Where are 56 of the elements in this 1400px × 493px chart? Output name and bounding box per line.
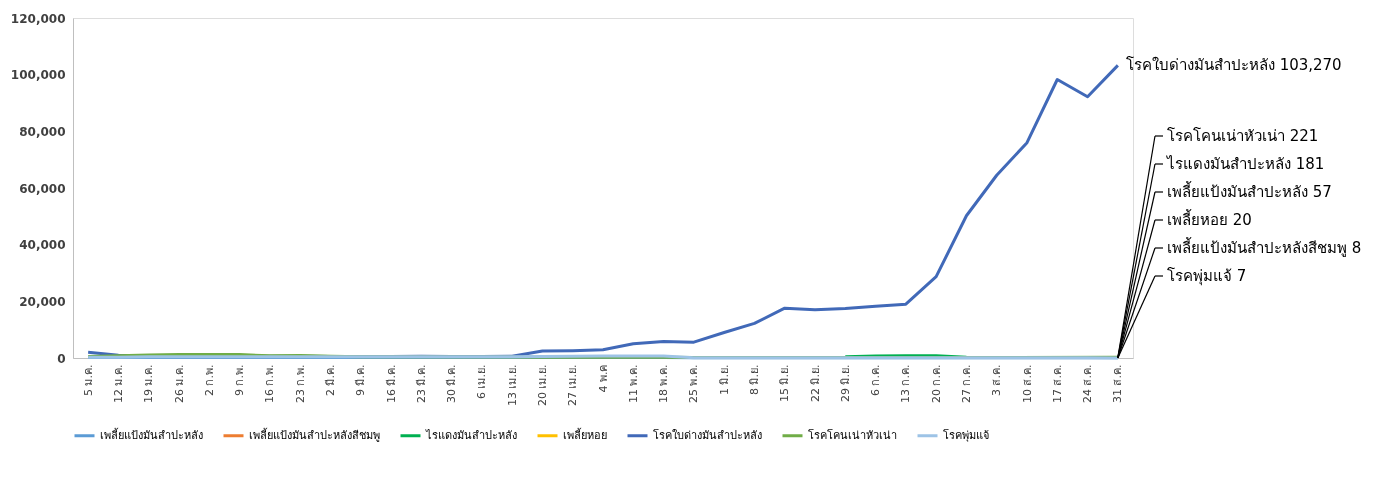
x-tick-label: 5 ม.ค.: [81, 364, 95, 396]
x-tick-label: 12 ม.ค.: [111, 364, 125, 403]
y-tick-label: 120,000: [10, 11, 66, 26]
x-tick-label: 10 ส.ค.: [1020, 364, 1034, 403]
legend-label: เพลี้ยแป้งมันสำปะหลัง: [100, 426, 203, 442]
x-tick-label: 16 ก.พ.: [263, 364, 277, 403]
x-tick-label: 30 มี.ค.: [445, 364, 459, 403]
x-tick-label: 31 ส.ค.: [1111, 364, 1125, 403]
x-tick-label: 18 พ.ค.: [657, 364, 671, 403]
x-tick-label: 11 พ.ค.: [626, 364, 640, 403]
x-tick-label: 2 มี.ค.: [323, 364, 337, 396]
x-tick-label: 25 พ.ค.: [687, 364, 701, 403]
x-tick-label: 6 เม.ย.: [475, 364, 489, 399]
x-tick-label: 16 มี.ค.: [384, 364, 398, 403]
x-tick-label: 27 เม.ย.: [566, 364, 580, 406]
x-tick-label: 22 มิ.ย.: [808, 364, 822, 402]
x-tick-label: 23 ก.พ.: [293, 364, 307, 403]
y-tick-label: 60,000: [19, 181, 66, 196]
x-tick-label: 6 ก.ค.: [869, 364, 883, 396]
x-tick-label: 3 ส.ค.: [990, 364, 1004, 396]
x-tick-label: 15 มิ.ย.: [778, 364, 792, 402]
legend-label: ไรแดงมันสำปะหลัง: [425, 428, 517, 442]
y-tick-label: 100,000: [10, 68, 66, 83]
x-tick-label: 20 ก.ค.: [929, 364, 943, 403]
x-tick-label: 9 มี.ค.: [354, 364, 368, 396]
x-tick-label: 2 ก.พ.: [202, 364, 216, 396]
legend-label: โรคโคนเน่าหัวเน่า: [808, 427, 897, 442]
x-tick-label: 23 มี.ค.: [414, 364, 428, 403]
x-tick-label: 1 มิ.ย.: [717, 364, 731, 395]
x-tick-label: 20 เม.ย.: [535, 364, 549, 406]
legend-label: เพลี้ยแป้งมันสำปะหลังสีชมพู: [249, 426, 380, 442]
x-tick-label: 13 เม.ย.: [505, 364, 519, 406]
x-tick-label: 29 มิ.ย.: [838, 364, 852, 402]
legend-label: โรคใบด่างมันสำปะหลัง: [653, 427, 762, 442]
legend-label: โรคพุ่มแจ้: [943, 427, 989, 442]
annotation: เพลี้ยหอย 20: [1167, 209, 1252, 229]
y-tick-label: 80,000: [19, 124, 66, 139]
annotation: ไรแดงมันสำปะหลัง 181: [1166, 155, 1325, 173]
x-tick-label: 17 ส.ค.: [1050, 364, 1064, 403]
annotation: โรคใบด่างมันสำปะหลัง 103,270: [1125, 56, 1342, 75]
x-tick-label: 4 พ.ค: [596, 364, 610, 393]
annotation: เพลี้ยแป้งมันสำปะหลัง 57: [1167, 181, 1332, 201]
x-tick-label: 24 ส.ค.: [1081, 364, 1095, 403]
x-tick-label: 27 ก.ค.: [959, 364, 973, 403]
annotation: โรคพุ่มแจ้ 7: [1167, 267, 1247, 286]
x-tick-label: 9 ก.พ.: [233, 364, 247, 396]
y-tick-label: 40,000: [19, 238, 66, 253]
x-tick-label: 13 ก.ค.: [899, 364, 913, 403]
legend-label: เพลี้ยหอย: [563, 426, 607, 442]
y-tick-label: 20,000: [19, 294, 66, 309]
y-tick-label: 0: [57, 351, 66, 366]
annotation: เพลี้ยแป้งมันสำปะหลังสีชมพู 8: [1167, 237, 1362, 257]
x-tick-label: 26 ม.ค.: [172, 364, 186, 403]
annotation: โรคโคนเน่าหัวเน่า 221: [1167, 127, 1319, 145]
x-tick-label: 8 มิ.ย.: [747, 364, 761, 395]
x-tick-label: 19 ม.ค.: [142, 364, 156, 403]
